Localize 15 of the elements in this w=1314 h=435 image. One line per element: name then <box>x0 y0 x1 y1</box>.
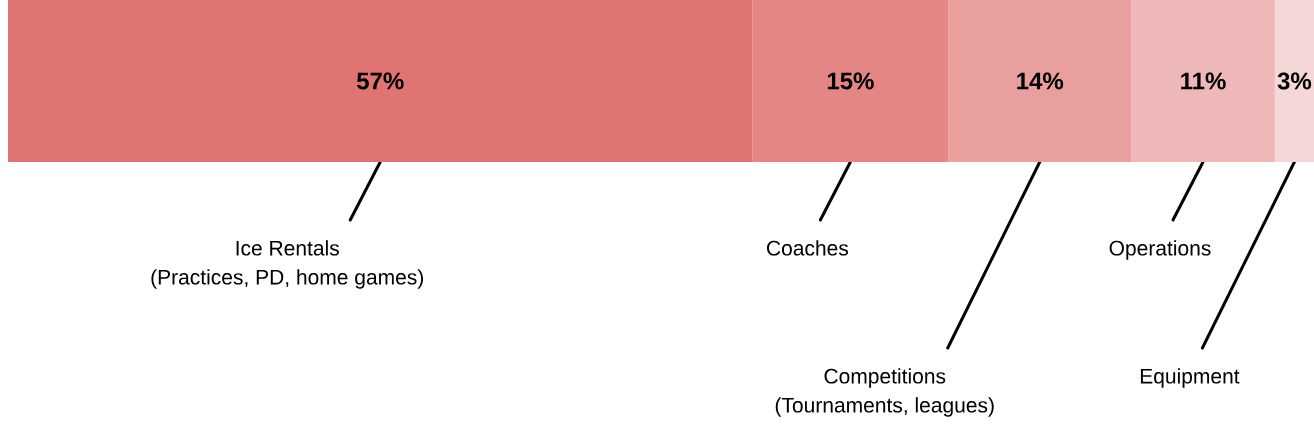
text: Ice Rentals (Practices, PD, home games) <box>151 240 424 289</box>
text: Equipment <box>1140 368 1240 388</box>
data-label: 14% <box>1017 72 1064 90</box>
bar <box>948 0 1132 162</box>
bar <box>752 0 949 162</box>
data-label: 15% <box>827 72 874 90</box>
text: Competitions (Tournaments, leagues) <box>775 368 994 417</box>
data-label: 3% <box>1277 72 1312 90</box>
text: Coaches <box>767 240 849 256</box>
bar <box>1274 0 1314 162</box>
bar <box>8 0 753 162</box>
data-label: 57% <box>356 72 404 90</box>
data-label: 11% <box>1181 72 1226 90</box>
text: Operations <box>1109 240 1211 260</box>
bar <box>1131 0 1275 162</box>
